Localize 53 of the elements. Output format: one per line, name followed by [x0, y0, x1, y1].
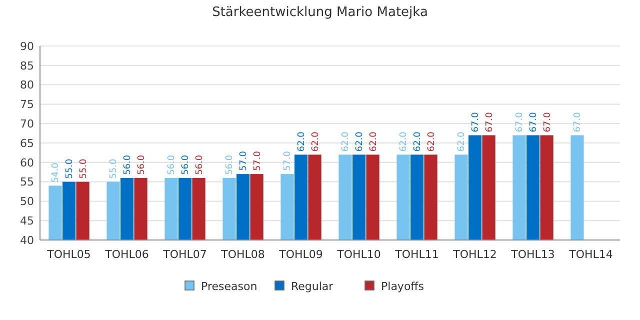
legend-label: Preseason	[201, 280, 258, 293]
data-label: 62.0	[310, 131, 321, 152]
y-tick-label: 75	[20, 98, 34, 112]
y-tick-label: 85	[20, 59, 34, 72]
data-label: 56.0	[136, 154, 147, 175]
data-label: 56.0	[167, 154, 178, 175]
data-label: 67.0	[471, 112, 481, 132]
data-label: 57.0	[252, 150, 263, 172]
data-label: 56.0	[123, 154, 133, 175]
data-label: 62.0	[297, 131, 307, 152]
y-tick-label: 80	[20, 78, 34, 92]
y-tick-label: 45	[20, 214, 34, 228]
x-tick-label: TOHL12	[452, 248, 497, 261]
x-tick-label: TOHL14	[568, 248, 613, 261]
data-label: 62.0	[368, 131, 379, 152]
legend-label: Playoffs	[381, 280, 424, 293]
x-tick-label: TOHL06	[104, 248, 149, 261]
data-label: 57.0	[283, 150, 294, 172]
data-label: 62.0	[457, 131, 468, 152]
data-label: 67.0	[515, 112, 526, 132]
data-label: 55.0	[109, 158, 120, 179]
data-label: 62.0	[426, 131, 437, 152]
legend-label: Regular	[291, 280, 334, 293]
data-label: 67.0	[529, 112, 539, 132]
x-tick-label: TOHL13	[510, 248, 555, 261]
data-label: 54.0	[51, 162, 62, 183]
data-label: 56.0	[181, 154, 191, 175]
data-label: 56.0	[225, 154, 236, 175]
y-tick-label: 90	[20, 40, 34, 53]
data-label: 62.0	[413, 131, 423, 152]
data-label: 67.0	[542, 112, 553, 132]
data-label: 67.0	[573, 112, 584, 132]
x-tick-label: TOHL08	[220, 248, 265, 261]
y-tick-label: 70	[20, 117, 34, 130]
data-label: 55.0	[78, 158, 89, 179]
x-tick-label: TOHL05	[46, 248, 91, 261]
data-label: 62.0	[341, 131, 352, 152]
y-tick-label: 55	[20, 176, 34, 189]
y-tick-label: 65	[20, 136, 34, 150]
x-tick-label: TOHL09	[278, 248, 323, 261]
x-tick-label: TOHL10	[336, 248, 381, 261]
data-label: 67.0	[484, 112, 495, 132]
y-tick-label: 50	[20, 195, 34, 208]
y-tick-label: 60	[20, 156, 34, 170]
data-label: 55.0	[65, 158, 75, 179]
data-label: 62.0	[399, 131, 410, 152]
data-label: 62.0	[355, 131, 365, 152]
x-tick-label: TOHL07	[162, 248, 207, 261]
chart-title: Stärkeentwicklung Mario Matejka	[212, 5, 428, 20]
data-label: 57.0	[239, 150, 249, 172]
x-tick-label: TOHL11	[394, 248, 439, 261]
data-label: 56.0	[194, 154, 205, 175]
y-tick-label: 40	[20, 234, 34, 247]
